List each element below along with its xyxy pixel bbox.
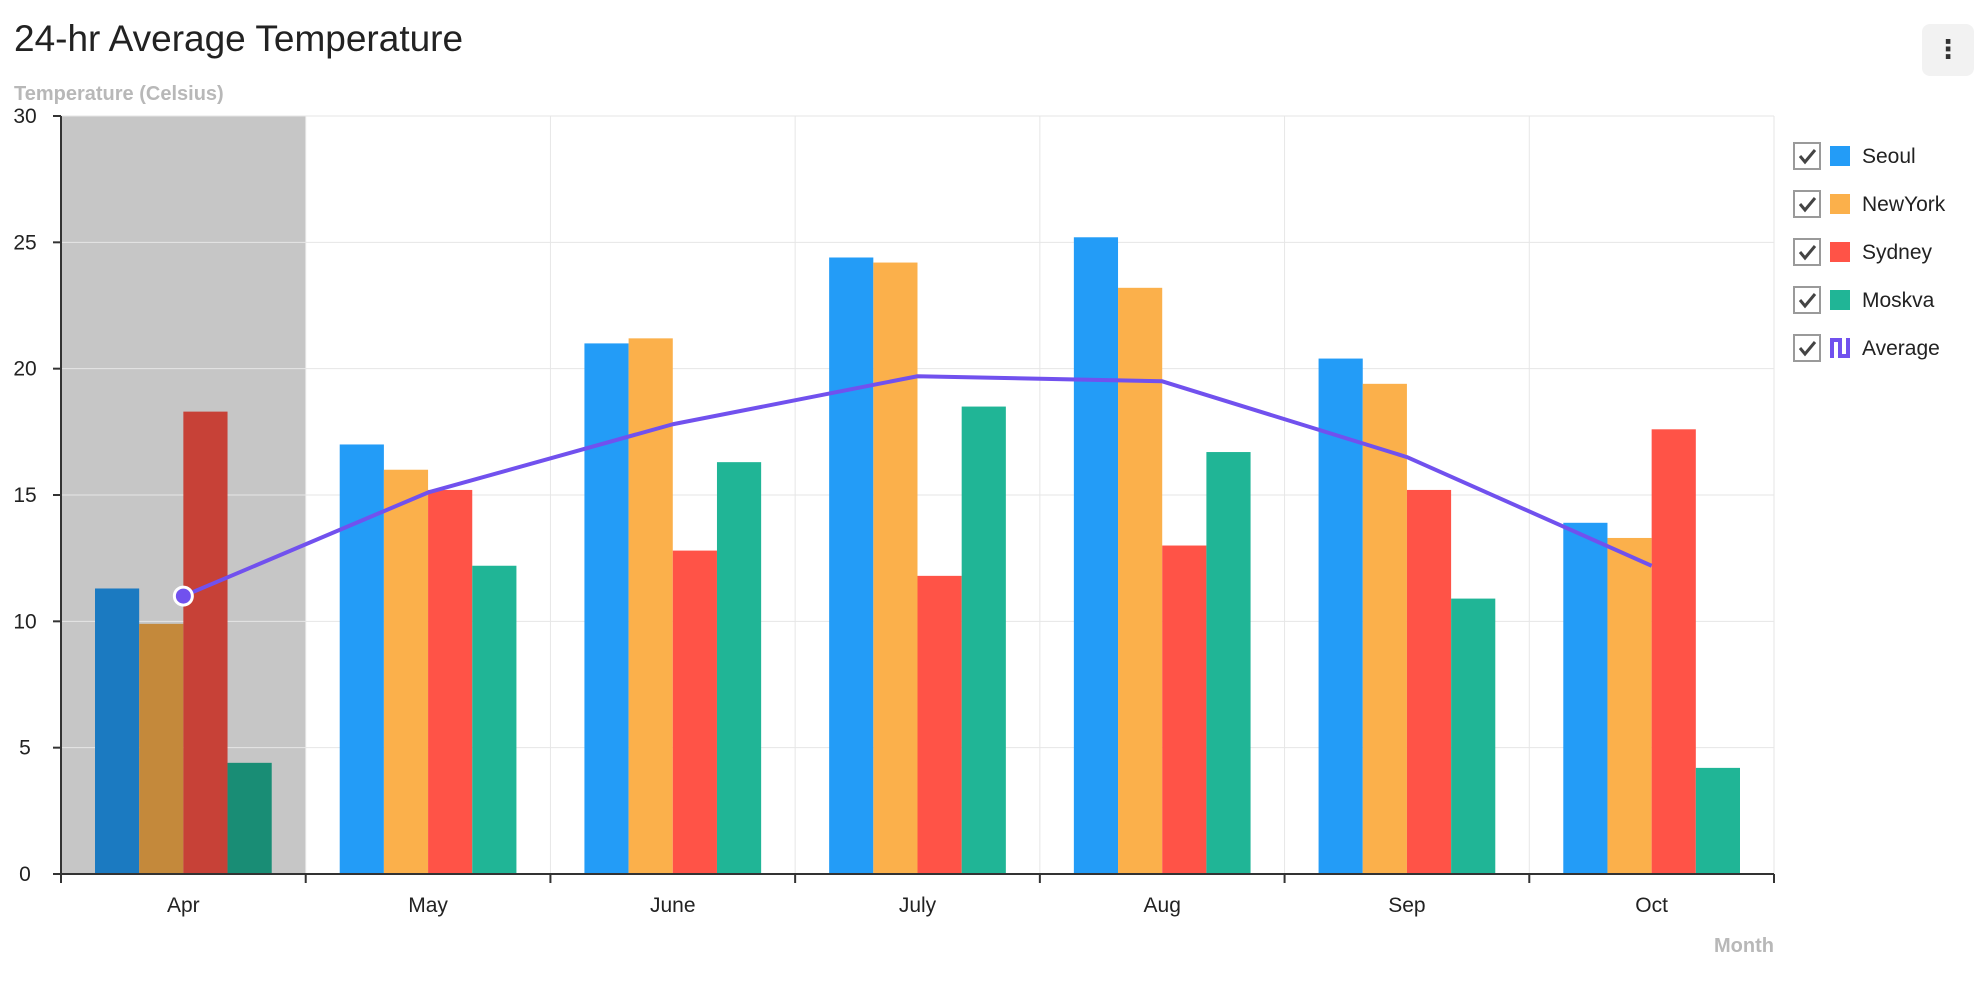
bar-moskva-oct[interactable] [1695,767,1740,874]
y-tick-label: 10 [13,610,36,633]
x-axis-label: Month [1714,935,1774,957]
y-tick-label: 0 [19,863,31,886]
bar-sydney-apr[interactable] [183,411,228,874]
bar-seoul-aug[interactable] [1073,237,1119,874]
y-axis-label: Temperature (Celsius) [14,83,224,105]
x-tick-label: Aug [1144,894,1181,917]
check-icon [1798,341,1817,357]
bar-newyork-oct[interactable] [1607,537,1652,874]
legend-checkbox-sydney[interactable] [1793,238,1821,266]
chart-title: 24-hr Average Temperature [14,18,464,59]
legend-checkbox-moskva[interactable] [1793,286,1821,314]
legend-swatch-moskva [1830,290,1850,310]
legend-label-average[interactable]: Average [1862,337,1940,360]
line-series-icon [1830,338,1850,358]
bar-moskva-sep[interactable] [1451,598,1496,874]
bar-newyork-june[interactable] [628,338,673,874]
legend-swatch-newyork [1830,194,1850,214]
bar-seoul-sep[interactable] [1318,358,1363,874]
y-tick-label: 30 [13,105,36,128]
y-tick-label: 20 [13,358,36,381]
bar-moskva-july[interactable] [961,406,1006,874]
x-tick-label: June [650,894,696,917]
x-tick-label: Apr [167,894,200,917]
bar-newyork-aug[interactable] [1118,287,1163,874]
bar-newyork-may[interactable] [383,469,429,874]
y-tick-label: 15 [13,484,36,507]
legend-swatch-seoul [1830,146,1850,166]
bar-moskva-may[interactable] [472,565,517,874]
line-average[interactable] [182,374,1653,598]
check-icon [1798,197,1817,213]
bar-newyork-july[interactable] [873,262,918,875]
bar-sydney-oct[interactable] [1651,429,1696,874]
bar-seoul-july[interactable] [829,257,874,874]
legend-label-newyork[interactable]: NewYork [1862,193,1946,216]
bar-newyork-apr[interactable] [139,623,184,874]
export-menu-button[interactable]: ⋮ [1922,24,1974,76]
bar-seoul-oct[interactable] [1563,522,1608,874]
x-tick-label: Oct [1635,894,1668,917]
bar-moskva-aug[interactable] [1206,452,1251,874]
bar-seoul-june[interactable] [584,343,629,874]
y-tick-label: 5 [19,737,31,760]
bar-moskva-apr[interactable] [227,762,272,874]
bar-sydney-may[interactable] [428,489,473,874]
bar-moskva-june[interactable] [716,462,762,874]
y-tick-label: 25 [13,231,36,254]
legend-checkbox-newyork[interactable] [1793,190,1821,218]
x-tick-label: May [408,894,448,917]
bar-seoul-apr[interactable] [95,588,140,874]
bar-sydney-july[interactable] [917,575,962,874]
x-tick-label: Sep [1388,894,1425,917]
legend-checkbox-average[interactable] [1793,334,1821,362]
bar-newyork-sep[interactable] [1362,383,1407,874]
bar-sydney-sep[interactable] [1406,489,1452,874]
legend-swatch-sydney [1830,242,1850,262]
bar-seoul-may[interactable] [339,444,384,874]
check-icon [1798,245,1817,261]
x-tick-label: July [899,894,937,917]
check-icon [1798,149,1817,165]
bar-sydney-aug[interactable] [1162,545,1207,874]
legend-label-sydney[interactable]: Sydney [1862,241,1933,264]
line-point-average-apr[interactable] [172,585,194,607]
legend-label-moskva[interactable]: Moskva [1862,289,1935,312]
legend-label-seoul[interactable]: Seoul [1862,145,1916,168]
check-icon [1798,293,1817,309]
bar-sydney-june[interactable] [672,550,717,874]
legend-checkbox-seoul[interactable] [1793,142,1821,170]
